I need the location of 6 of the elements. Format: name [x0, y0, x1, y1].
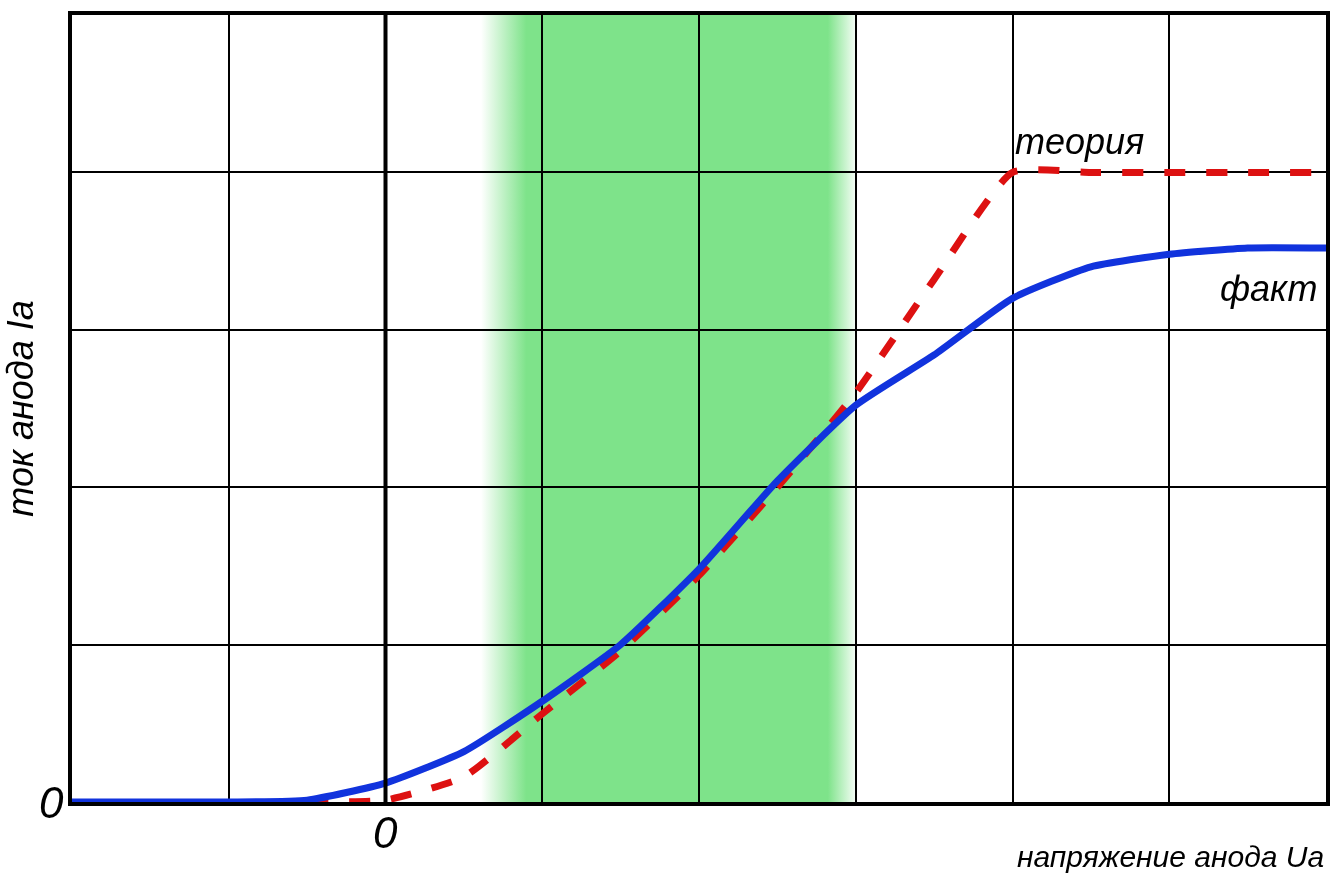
series-label: факт	[1220, 268, 1318, 309]
text: 0	[39, 778, 64, 827]
text: 0	[373, 808, 398, 857]
series-label: теория	[1015, 121, 1145, 162]
x-axis-title: напряжение анода Ua	[1017, 840, 1325, 873]
y-axis-title: ток анода Ia	[0, 300, 41, 517]
